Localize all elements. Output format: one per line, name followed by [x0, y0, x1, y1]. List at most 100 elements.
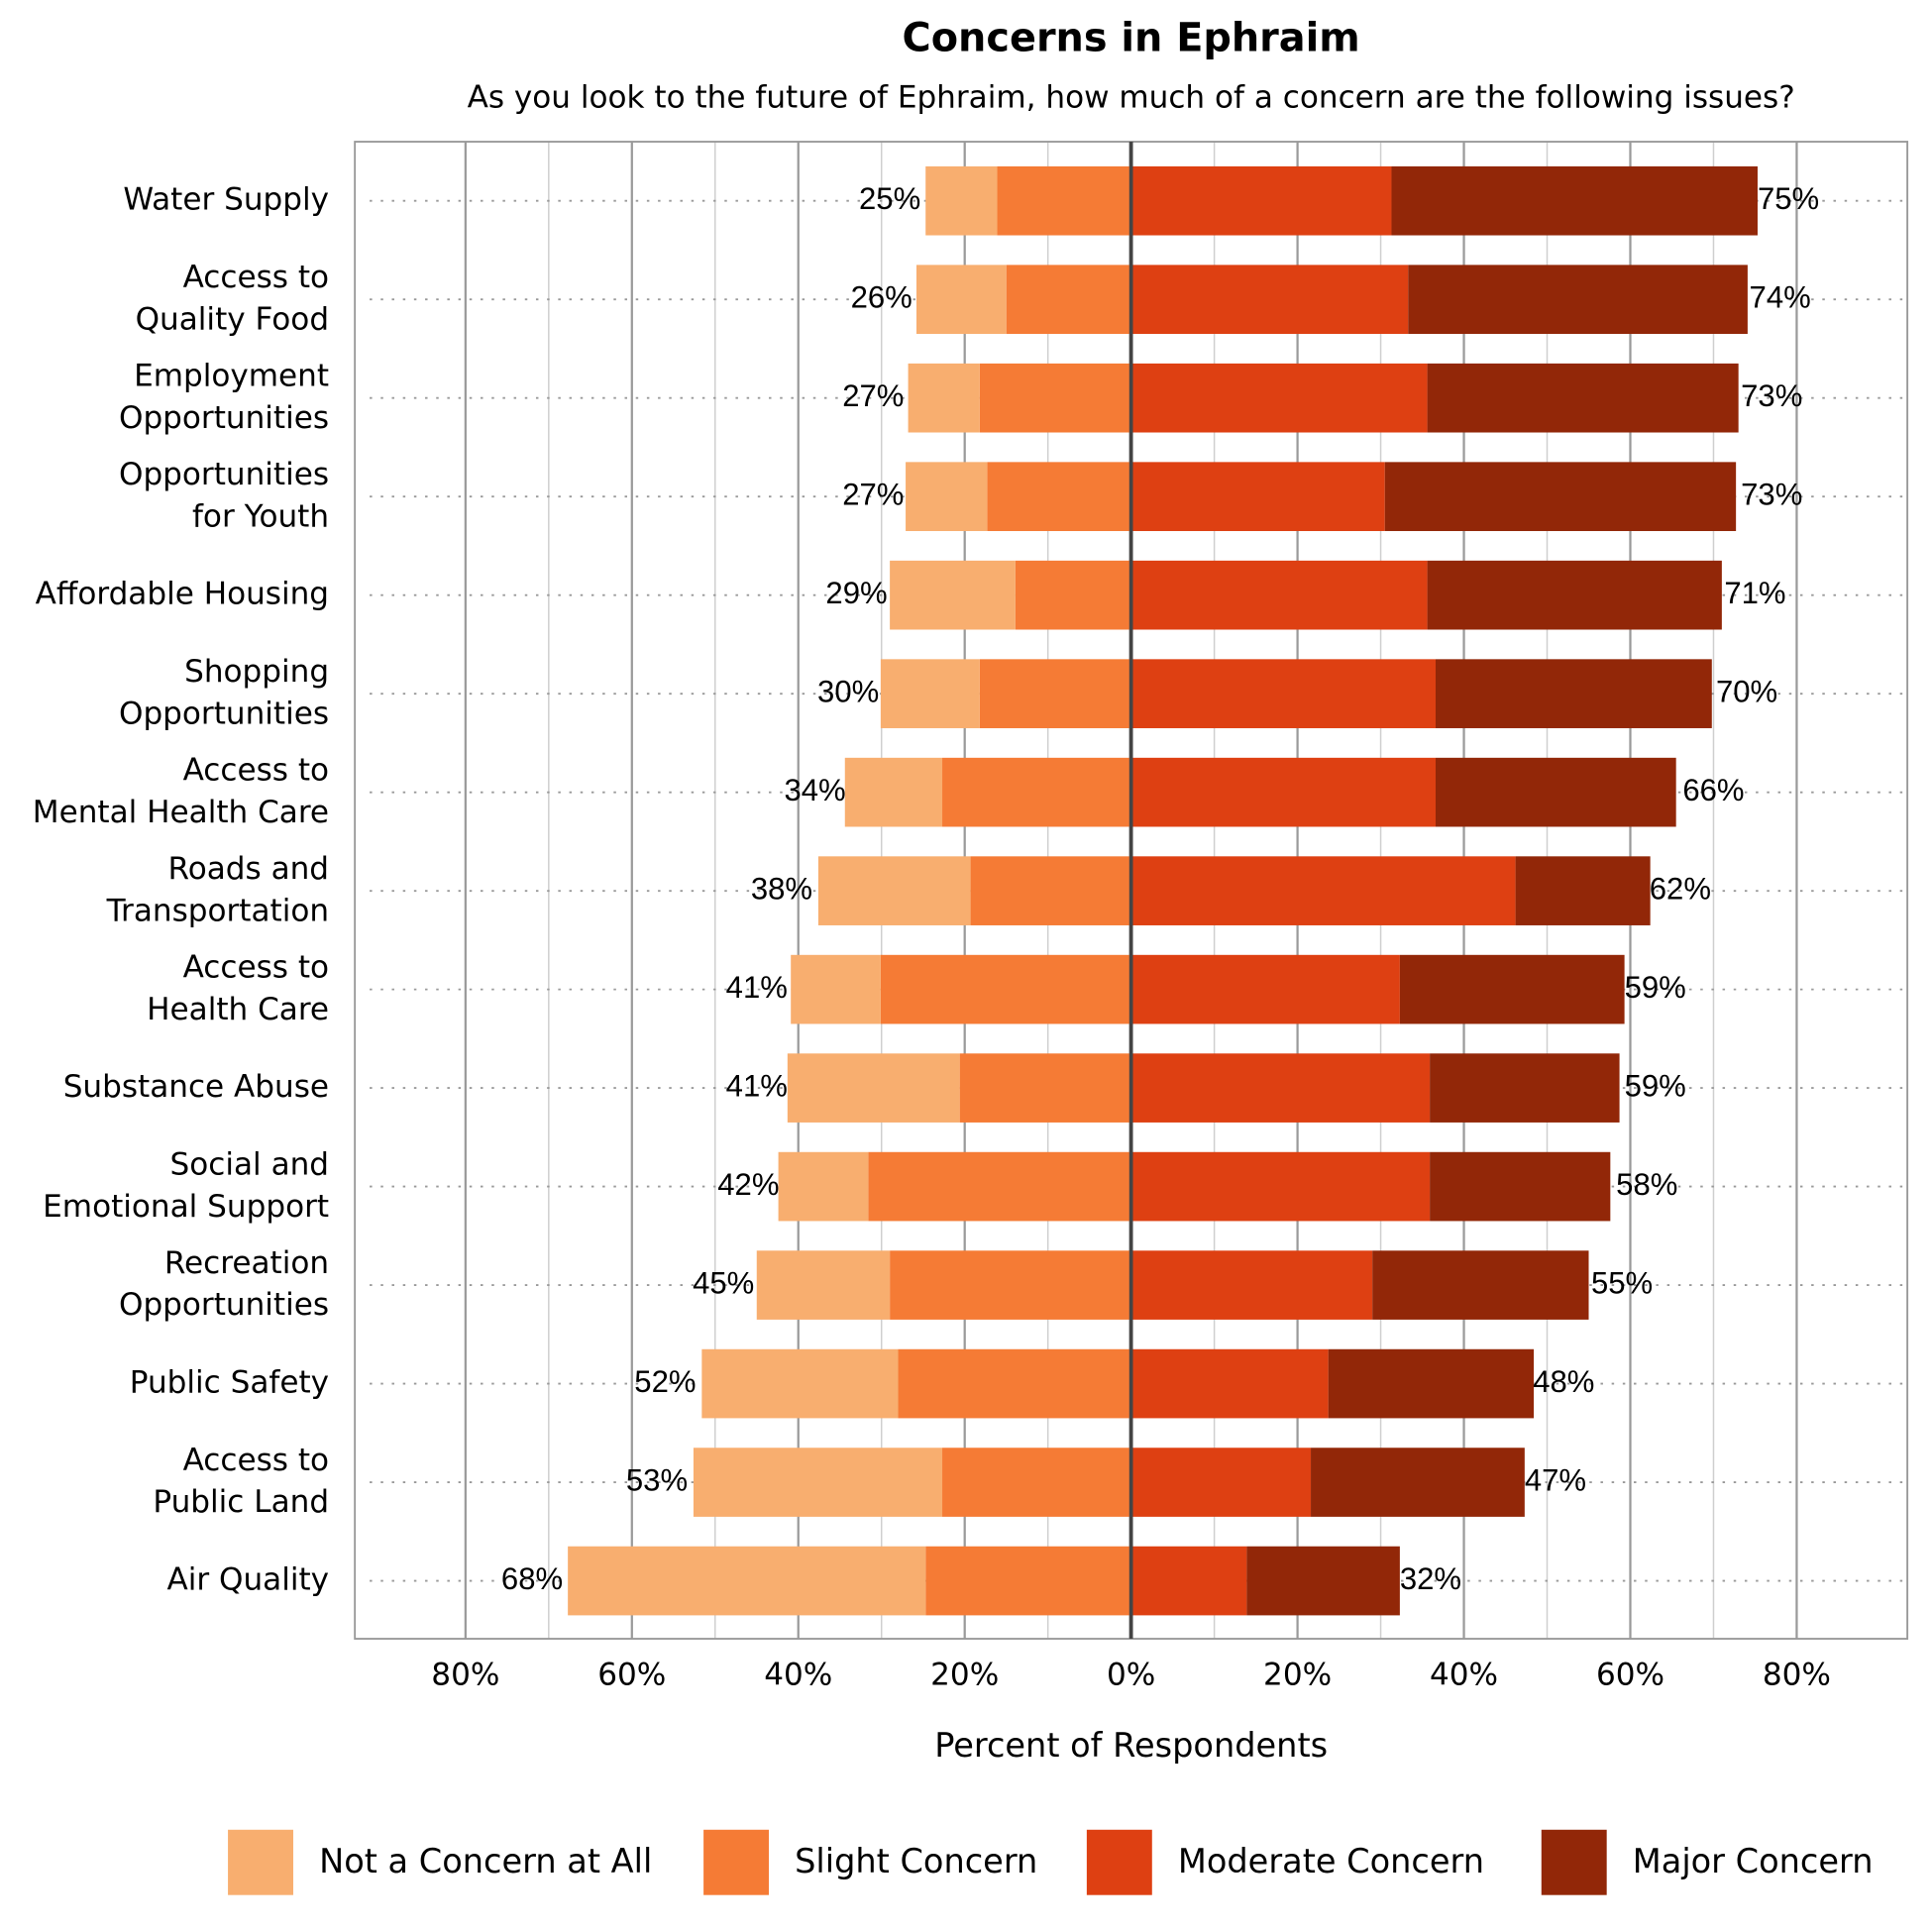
- y-tick-label-line: Access to: [183, 949, 329, 985]
- value-label: 32%: [1400, 1561, 1461, 1596]
- y-tick-label-line: Mental Health Care: [33, 795, 329, 830]
- chart-subtitle: As you look to the future of Ephraim, ho…: [468, 79, 1795, 115]
- value-label: 25%: [859, 181, 920, 216]
- y-tick-label: Opportunities for Youth: [119, 457, 329, 534]
- value-label: 30%: [817, 674, 879, 708]
- value-label: 48%: [1533, 1364, 1594, 1399]
- y-tick-label-line: Air Quality: [166, 1562, 329, 1598]
- y-tick-label: Employment Opportunities: [119, 359, 329, 436]
- y-tick-label-line: Health Care: [147, 992, 329, 1027]
- y-tick-label-line: Affordable Housing: [36, 577, 329, 612]
- bar-segment: [915, 265, 1007, 335]
- legend-swatch: [703, 1829, 770, 1895]
- value-label: 73%: [1741, 477, 1802, 511]
- y-tick-label: Shopping Opportunities: [119, 654, 329, 731]
- value-label: 47%: [1525, 1462, 1586, 1497]
- bar-segment: [1435, 757, 1676, 827]
- value-label: 59%: [1625, 970, 1686, 1005]
- x-tick-label: 20%: [930, 1657, 999, 1692]
- bar-segment: [1515, 856, 1651, 925]
- bar-segment: [959, 1053, 1131, 1123]
- x-tick-label: 60%: [1596, 1657, 1664, 1692]
- y-tick-label-line: Roads and: [168, 851, 330, 887]
- y-tick-label: Affordable Housing: [36, 577, 329, 612]
- bar-segment: [1430, 1053, 1620, 1123]
- bar-segment: [1130, 1053, 1431, 1123]
- value-label: 68%: [501, 1561, 563, 1596]
- x-tick-label: 40%: [764, 1657, 832, 1692]
- bar-segment: [568, 1546, 926, 1616]
- value-label: 75%: [1758, 181, 1819, 216]
- bar-segment: [756, 1250, 891, 1320]
- y-tick-label-line: Substance Abuse: [63, 1069, 329, 1105]
- legend-swatch: [228, 1829, 293, 1895]
- value-label: 41%: [726, 1068, 788, 1103]
- bar-segment: [1391, 165, 1758, 236]
- value-label: 27%: [842, 477, 904, 511]
- y-tick-label: Public Safety: [130, 1365, 329, 1401]
- bar-segment: [787, 1053, 960, 1123]
- value-label: 55%: [1591, 1265, 1653, 1300]
- bar-segment: [1311, 1448, 1525, 1517]
- y-tick-label: Social and Emotional Support: [43, 1146, 329, 1224]
- bar-segment: [1130, 1250, 1373, 1320]
- y-tick-label-line: Access to: [183, 1443, 329, 1478]
- x-tick-label: 40%: [1430, 1657, 1498, 1692]
- y-tick-label: Access to Public Land: [153, 1443, 329, 1520]
- value-label: 45%: [693, 1265, 754, 1300]
- bar-segment: [898, 1348, 1131, 1419]
- y-tick-label: Substance Abuse: [63, 1069, 329, 1105]
- value-label: 66%: [1682, 773, 1744, 807]
- y-tick-label-line: Opportunities: [119, 696, 329, 731]
- bar-segment: [1130, 560, 1428, 630]
- legend-swatch: [1086, 1829, 1152, 1895]
- y-tick-label: Access to Mental Health Care: [33, 753, 329, 830]
- bar-segment: [890, 560, 1016, 630]
- y-tick-label-line: Social and: [170, 1146, 330, 1182]
- bar-segment: [925, 1546, 1131, 1616]
- value-label: 58%: [1616, 1167, 1677, 1202]
- bar-segment: [1130, 363, 1428, 433]
- bar-segment: [1130, 1448, 1312, 1517]
- y-tick-label-line: Shopping: [184, 654, 329, 690]
- y-tick-label: Water Supply: [123, 182, 329, 218]
- x-axis-title: Percent of Respondents: [934, 1726, 1328, 1765]
- x-tick-label: 0%: [1107, 1657, 1155, 1692]
- bar-segment: [906, 462, 988, 532]
- bar-segment: [1427, 363, 1739, 433]
- bar-segment: [979, 659, 1131, 728]
- bar-segment: [1399, 954, 1625, 1024]
- legend-swatch: [1541, 1829, 1607, 1895]
- value-label: 42%: [717, 1167, 779, 1202]
- bar-segment: [1430, 1151, 1611, 1222]
- legend-label: Major Concern: [1633, 1842, 1874, 1880]
- bar-segment: [791, 954, 881, 1024]
- bar-segment: [868, 1151, 1131, 1222]
- bar-segment: [1435, 659, 1712, 728]
- y-tick-label-line: Public Safety: [130, 1365, 329, 1401]
- bar-segment: [1130, 856, 1516, 925]
- y-tick-label-line: for Youth: [192, 498, 329, 534]
- legend-label: Moderate Concern: [1178, 1842, 1484, 1880]
- y-tick-label-line: Employment: [134, 359, 329, 394]
- y-tick-label-line: Opportunities: [119, 1287, 329, 1323]
- value-label: 52%: [634, 1364, 696, 1399]
- y-tick-label-line: Transportation: [106, 893, 329, 928]
- y-tick-label-line: Access to: [183, 260, 329, 295]
- y-tick-label-line: Water Supply: [123, 182, 329, 218]
- value-label: 41%: [726, 970, 788, 1005]
- value-label: 34%: [784, 773, 845, 807]
- bar-segment: [942, 757, 1131, 827]
- y-tick-label: Access to Health Care: [147, 949, 329, 1026]
- legend-label: Slight Concern: [795, 1842, 1037, 1880]
- x-tick-label: 20%: [1263, 1657, 1332, 1692]
- bar-segment: [693, 1448, 943, 1517]
- y-tick-label-line: Quality Food: [136, 301, 329, 337]
- y-tick-label: Access to Quality Food: [136, 260, 329, 337]
- bar-segment: [908, 363, 980, 433]
- value-label: 73%: [1741, 378, 1802, 413]
- bar-segment: [987, 462, 1131, 532]
- x-tick-label: 80%: [431, 1657, 499, 1692]
- value-label: 59%: [1625, 1068, 1686, 1103]
- bar-segment: [1130, 265, 1409, 335]
